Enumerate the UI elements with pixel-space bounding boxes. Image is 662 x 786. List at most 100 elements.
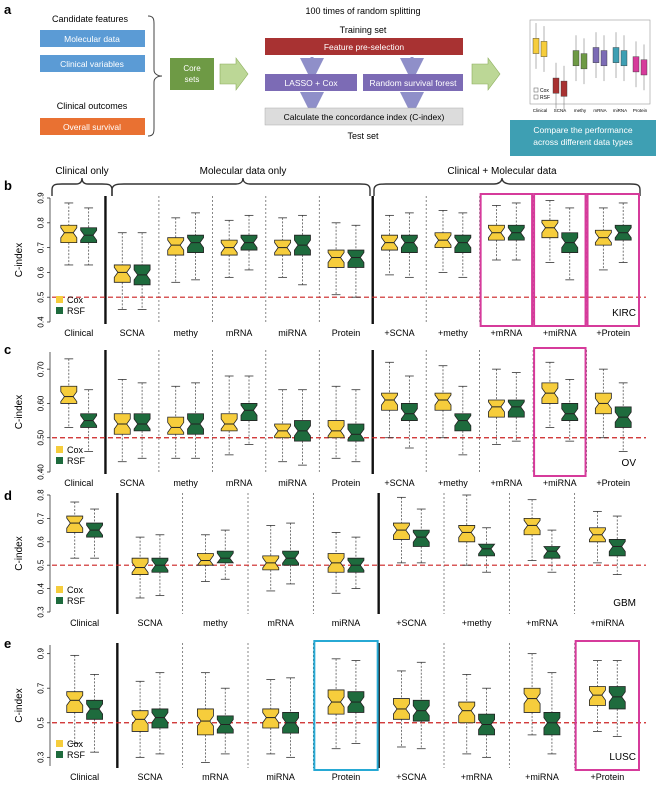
rsf-box-9 [561, 403, 579, 421]
calc-cindex-box [264, 107, 464, 126]
legend-cox-swatch [56, 586, 63, 593]
x-tick-label-10: +Protein [596, 478, 630, 488]
x-tick-label-5: +SCNA [396, 772, 426, 782]
molecular-data-label: Molecular data [64, 34, 120, 44]
training-set-label: Training set [340, 25, 387, 35]
panel-letter-c: c [4, 342, 11, 357]
x-tick-label-7: +methy [438, 478, 468, 488]
rsf-box-7 [543, 546, 561, 559]
panel-d: d 0.3 0.4 0.5 0.6 0.7 0.8 C-index Clinical SCNA me… [4, 488, 646, 628]
rsf-box-6 [477, 543, 496, 557]
legend-rsf-label: RSF [67, 456, 86, 466]
y-tick-label-5: 0.8 [36, 489, 45, 501]
x-tick-label-1: SCNA [137, 618, 162, 628]
x-tick-label-7: +mRNA [526, 618, 558, 628]
y-tick-label-4: 0.7 [36, 512, 45, 524]
mini-legend-swatch-1 [533, 94, 539, 100]
cox-box-6 [381, 392, 398, 411]
rsf-box-5 [412, 529, 430, 547]
mini-legend-label-1: RSF [540, 95, 550, 101]
y-tick-label-1: 0.5 [36, 717, 45, 729]
mini-box-3-0 [592, 47, 600, 63]
x-tick-label-3: miRNA [266, 772, 295, 782]
molecular-only-header: Molecular data only [200, 166, 287, 177]
y-axis-label: C-index [14, 688, 25, 722]
molecular-only-brace [111, 177, 371, 196]
rsf-box-8 [507, 399, 525, 418]
mini-tick-label-0: Clinical [533, 108, 548, 113]
lasso-cox-label: LASSO + Cox [284, 78, 338, 88]
y-tick-label-2: 0.7 [36, 682, 45, 694]
highlight-alt-box-4 [313, 640, 379, 771]
x-tick-label-8: +mRNA [490, 328, 522, 338]
mini-box-4-1 [620, 50, 628, 67]
y-tick-label-1: 0.50 [36, 429, 45, 445]
cox-box-2 [167, 237, 185, 256]
cox-box-6 [458, 525, 476, 543]
cox-box-0 [66, 691, 84, 713]
clinical-outcomes-label: Clinical outcomes [57, 101, 128, 111]
rsf-box-0 [86, 699, 103, 720]
candidate-features-label: Candidate features [52, 14, 129, 24]
panel-a: a Candidate features Molecular data Clin… [4, 2, 656, 156]
mini-legend-label-0: Cox [540, 88, 549, 94]
mini-box-3-1 [600, 50, 608, 67]
cox-box-5 [327, 420, 345, 439]
x-tick-label-5: Protein [332, 478, 361, 488]
cancer-type-label: GBM [613, 598, 636, 609]
mini-box-1-1 [560, 80, 568, 97]
highlight-box-8 [479, 193, 534, 327]
x-tick-label-0: Clinical [64, 328, 93, 338]
y-tick-label-2: 0.60 [36, 395, 45, 411]
cox-box-2 [197, 708, 214, 736]
panel-b: b 0.4 0.5 0.6 0.7 0.8 0.9 C-index Clinical SCNA me… [4, 178, 646, 338]
arrow-core-to-split [219, 57, 249, 91]
core-sets-label-1: Core [183, 64, 201, 73]
x-tick-label-0: Clinical [70, 618, 99, 628]
x-tick-label-8: +Protein [590, 772, 624, 782]
cox-box-1 [131, 557, 149, 575]
y-tick-label-0: 0.40 [36, 464, 45, 480]
compare-box [510, 120, 656, 156]
core-sets-label-2: sets [185, 75, 200, 84]
legend-rsf-swatch [56, 457, 63, 464]
y-tick-label-2: 0.6 [36, 266, 45, 278]
rsf-box [363, 74, 463, 91]
cox-box-2 [167, 416, 185, 435]
cox-box-1 [131, 710, 149, 732]
cox-box-8 [488, 399, 505, 418]
panel-letter-d: d [4, 488, 12, 503]
mini-box-0-0 [532, 38, 540, 54]
y-tick-label-3: 0.7 [36, 241, 45, 253]
highlight-box-9 [533, 347, 587, 477]
cox-box-8 [589, 686, 606, 706]
x-tick-label-4: miRNA [332, 618, 361, 628]
rsf-box-5 [347, 249, 365, 268]
clinical-variables-box [40, 55, 145, 72]
x-tick-label-5: Protein [332, 328, 361, 338]
y-tick-label-5: 0.9 [36, 192, 45, 204]
rsf-box-6 [400, 234, 418, 253]
mini-tick-label-5: Protein [633, 108, 648, 113]
panel-letter-b: b [4, 178, 12, 193]
x-tick-label-5: +SCNA [396, 618, 426, 628]
cancer-type-label: LUSC [609, 752, 636, 763]
overall-survival-box [40, 118, 145, 135]
legend-cox-swatch [56, 296, 63, 303]
panel-e: e 0.3 0.5 0.7 0.9 C-index Clinical SCNA mRNA miRN… [4, 636, 646, 782]
mini-box-5-0 [632, 56, 640, 73]
cox-box-0 [60, 224, 78, 244]
legend-rsf-swatch [56, 597, 63, 604]
y-tick-label-0: 0.3 [36, 606, 45, 618]
x-tick-label-3: mRNA [267, 618, 294, 628]
cox-box-7 [523, 687, 541, 713]
y-tick-label-3: 0.70 [36, 361, 45, 377]
cox-box-0 [66, 515, 84, 533]
test-set-label: Test set [347, 131, 379, 141]
rsf-box-5 [347, 423, 365, 442]
x-tick-label-7: +methy [438, 328, 468, 338]
mini-tick-label-1: SCNA [554, 108, 567, 113]
clinical-only-brace [51, 177, 113, 196]
